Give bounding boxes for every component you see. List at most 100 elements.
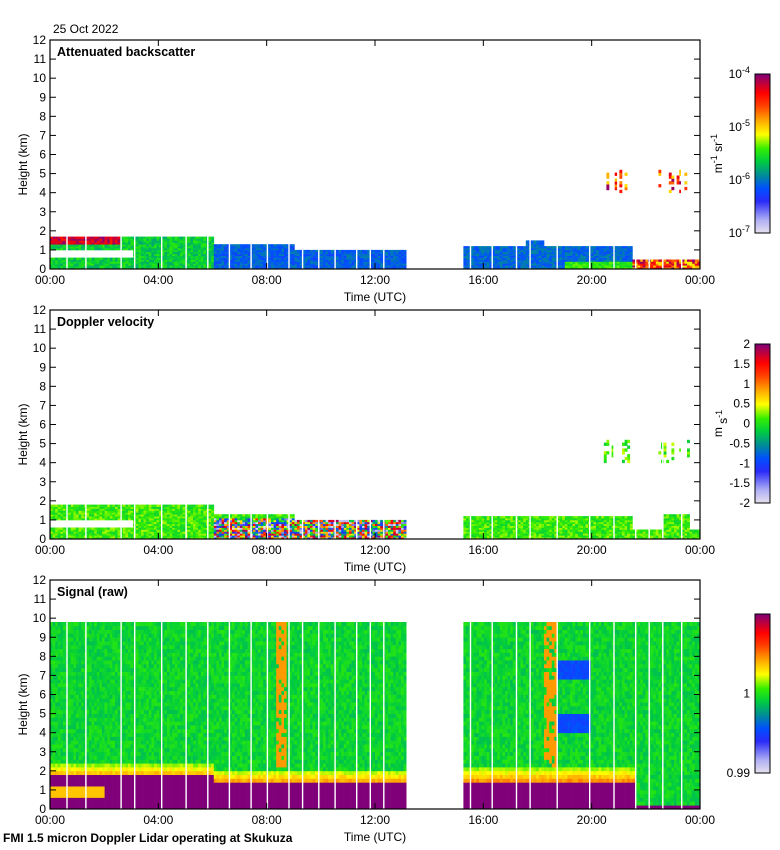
heatmap-cell: [52, 242, 56, 245]
heatmap-cell: [463, 529, 467, 532]
heatmap-cell: [284, 244, 287, 247]
heatmap-cell: [198, 251, 202, 255]
heatmap-cell: [330, 251, 334, 255]
heatmap-cell: [562, 251, 566, 255]
heatmap-cell: [125, 529, 129, 532]
heatmap-cell: [211, 248, 215, 251]
heatmap-cell: [481, 257, 485, 260]
heatmap-cell: [273, 514, 277, 517]
heatmap-cell: [128, 261, 131, 264]
heatmap-cell: [255, 529, 259, 532]
heatmap-cell: [252, 253, 256, 256]
heatmap-cell: [531, 249, 534, 253]
heatmap-cell: [510, 267, 514, 270]
heatmap-cell: [403, 265, 407, 268]
heatmap-cell: [562, 248, 566, 251]
heatmap-cell: [531, 265, 534, 268]
heatmap-cell: [187, 267, 191, 270]
heatmap-cell: [486, 257, 490, 260]
heatmap-cell: [393, 261, 397, 264]
heatmap-cell: [167, 267, 170, 270]
heatmap-cell: [232, 261, 235, 264]
heatmap-cell: [403, 263, 407, 266]
heatmap-cell: [224, 246, 228, 249]
heatmap-cell: [562, 261, 566, 264]
heatmap-cell: [372, 263, 376, 266]
heatmap-cell: [315, 261, 319, 264]
heatmap-cell: [50, 527, 53, 530]
heatmap-cell: [268, 257, 272, 260]
heatmap-cell: [606, 186, 610, 191]
heatmap-cell: [57, 516, 61, 519]
heatmap-cell: [580, 248, 584, 251]
heatmap-cell: [260, 267, 264, 270]
heatmap-cell: [635, 265, 638, 268]
heatmap-cell: [187, 529, 191, 532]
heatmap-cell: [180, 253, 183, 256]
heatmap-cell: [512, 516, 516, 519]
heatmap-cell: [294, 257, 298, 260]
heatmap-cell: [297, 261, 300, 264]
heatmap-cell: [372, 257, 376, 260]
heatmap-cell: [554, 259, 558, 262]
heatmap-cell: [81, 238, 85, 241]
heatmap-cell: [156, 249, 160, 253]
heatmap-cell: [76, 516, 79, 519]
heatmap-cell: [567, 257, 571, 260]
heatmap-cell: [286, 259, 290, 262]
heatmap-cell: [323, 251, 326, 255]
heatmap-cell: [255, 261, 259, 264]
heatmap-cell: [356, 263, 360, 266]
heatmap-cell: [518, 251, 521, 255]
heatmap-cell: [330, 529, 334, 532]
heatmap-cell: [128, 263, 131, 266]
heatmap-cell: [580, 246, 584, 249]
heatmap-cell: [99, 236, 103, 239]
heatmap-cell: [70, 240, 74, 243]
heatmap-cell: [164, 238, 168, 241]
heatmap-cell: [674, 265, 677, 268]
heatmap-cell: [260, 265, 264, 268]
heatmap-cell: [533, 242, 537, 245]
heatmap-cell: [479, 246, 482, 249]
heatmap-cell: [247, 255, 251, 258]
heatmap-cell: [302, 251, 306, 255]
heatmap-cell: [338, 249, 342, 253]
heatmap-cell: [541, 244, 545, 247]
heatmap-cell: [187, 265, 191, 268]
heatmap-cell: [203, 251, 207, 255]
heatmap-cell: [398, 253, 402, 256]
heatmap-cell: [616, 251, 620, 255]
heatmap-cell: [471, 261, 475, 264]
heatmap-cell: [611, 263, 615, 266]
heatmap-cell: [273, 255, 277, 258]
heatmap-cell: [531, 242, 534, 245]
heatmap-cell: [390, 253, 394, 256]
heatmap-cell: [169, 506, 173, 509]
heatmap-cell: [393, 257, 397, 260]
heatmap-cell: [70, 508, 74, 511]
heatmap-cell: [375, 253, 378, 256]
heatmap-cell: [57, 248, 61, 251]
heatmap-cell: [645, 267, 649, 270]
heatmap-cell: [263, 249, 267, 253]
heatmap-cell: [198, 244, 202, 247]
heatmap-cell: [232, 249, 235, 253]
heatmap-cell: [182, 255, 186, 258]
heatmap-cell: [107, 506, 111, 509]
heatmap-cell: [362, 253, 365, 256]
heatmap-cell: [263, 265, 267, 268]
heatmap-cell: [208, 251, 212, 255]
heatmap-cell: [76, 257, 79, 260]
heatmap-cell: [497, 529, 501, 532]
heatmap-cell: [167, 259, 170, 262]
heatmap-cell: [78, 244, 82, 247]
heatmap-cell: [232, 248, 235, 251]
heatmap-cell: [130, 506, 134, 509]
heatmap-cell: [271, 529, 274, 532]
heatmap-cell: [146, 240, 150, 243]
heatmap-cell: [533, 263, 537, 266]
heatmap-cell: [115, 527, 118, 530]
heatmap-cell: [559, 249, 563, 253]
heatmap-cell: [60, 504, 64, 507]
